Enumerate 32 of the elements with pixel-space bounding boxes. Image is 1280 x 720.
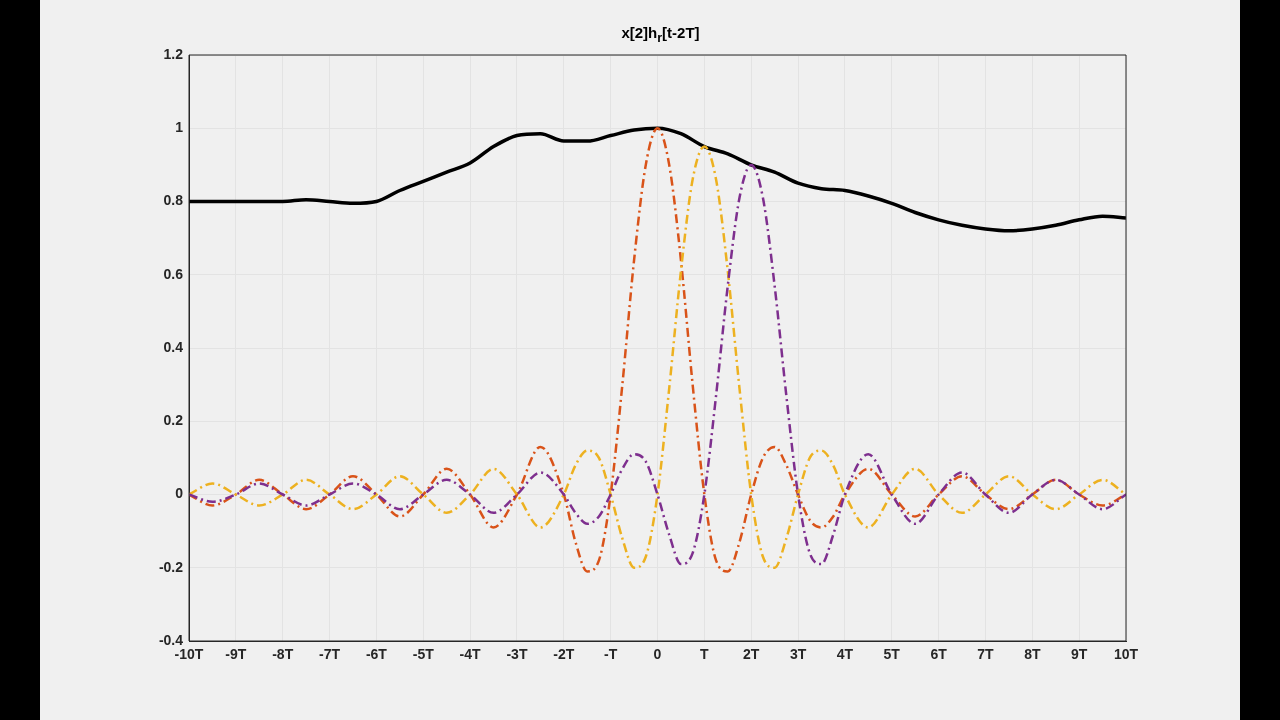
y-tick-label: 1.2 (163, 45, 184, 62)
x-tick-label: -5T (412, 646, 435, 663)
x-tick-label: 6T (930, 646, 948, 663)
x-tick-label: -8T (272, 646, 294, 663)
x-tick-label: 9T (1070, 646, 1088, 663)
y-tick-label: 0 (175, 485, 184, 502)
x-tick-label: 4T (836, 646, 854, 663)
x-tick-label: 5T (883, 646, 901, 663)
x-tick-label: -2T (553, 646, 575, 663)
y-tick-label: 0.6 (163, 265, 184, 282)
chart-title: x[2]h$_{r}$[t-2T] (620, 24, 701, 45)
x-tick-label: -7T (319, 646, 341, 663)
line-series (189, 126, 1126, 233)
x-tick-label: 10T (1113, 646, 1139, 663)
x-tick-label: 2T (743, 646, 760, 663)
x-tick-label: -T (604, 646, 618, 663)
x-tick-label: T (700, 646, 710, 663)
x-tick-label: -10T (174, 646, 204, 663)
x-tick-label: -3T (506, 646, 528, 663)
y-tick-label: 0.8 (163, 192, 184, 209)
y-tick-label: 0.2 (163, 412, 184, 429)
x-tick-label: 7T (977, 646, 995, 663)
x-tick-label: -4T (459, 646, 482, 663)
y-tick-label: -0.4 (158, 631, 184, 648)
x-tick-label: -6T (365, 646, 388, 663)
y-tick-label: -0.2 (158, 558, 184, 575)
x-tick-label: -9T (225, 646, 247, 663)
y-tick-label: 1 (175, 119, 184, 136)
x-tick-label: 3T (789, 646, 807, 663)
x-tick-label: 8T (1024, 646, 1041, 663)
y-tick-label: 0.4 (163, 338, 184, 355)
x-tick-label: 0 (653, 646, 662, 663)
